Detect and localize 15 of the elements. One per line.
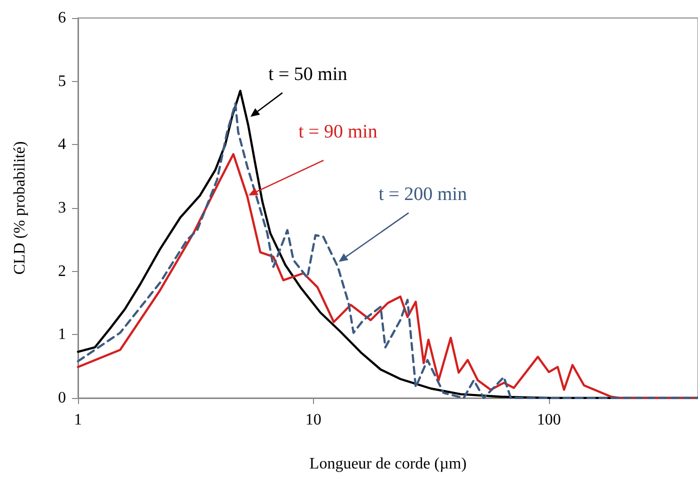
y-tick-label: 6 xyxy=(58,10,66,26)
y-tick-label: 1 xyxy=(58,326,66,344)
y-tick-label: 3 xyxy=(58,200,66,216)
y-tick-label: 2 xyxy=(58,262,66,280)
annotation: t = 50 min xyxy=(268,64,348,85)
y-tick-label: 4 xyxy=(58,136,66,154)
y-tick-label: 0 xyxy=(58,390,66,406)
y-tick-label: 5 xyxy=(58,72,66,90)
annotation: t = 200 min xyxy=(378,184,468,205)
x-tick-label: 10 xyxy=(305,412,322,428)
x-tick-label: 1 xyxy=(74,412,82,428)
x-tick-label: 100 xyxy=(536,412,561,428)
x-axis-title: Longueur de corde (µm) xyxy=(309,456,467,472)
y-axis-title: CLD (% probabilité) xyxy=(12,141,28,275)
annotation: t = 90 min xyxy=(298,121,378,142)
